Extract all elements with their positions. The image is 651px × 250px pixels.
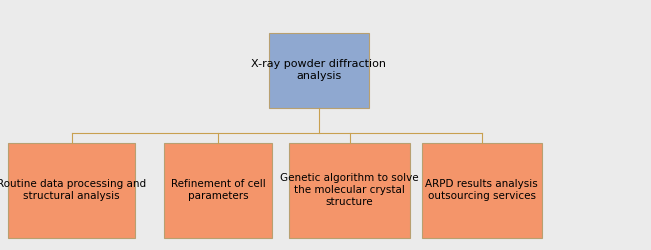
FancyBboxPatch shape	[164, 142, 271, 238]
FancyBboxPatch shape	[422, 142, 542, 238]
Text: X-ray powder diffraction
analysis: X-ray powder diffraction analysis	[251, 59, 387, 81]
Text: Genetic algorithm to solve
the molecular crystal
structure: Genetic algorithm to solve the molecular…	[281, 174, 419, 206]
Text: Routine data processing and
structural analysis: Routine data processing and structural a…	[0, 179, 146, 201]
FancyBboxPatch shape	[268, 32, 370, 108]
FancyBboxPatch shape	[289, 142, 410, 238]
Text: Refinement of cell
parameters: Refinement of cell parameters	[171, 179, 266, 201]
Text: ARPD results analysis
outsourcing services: ARPD results analysis outsourcing servic…	[425, 179, 538, 201]
FancyBboxPatch shape	[8, 142, 135, 238]
